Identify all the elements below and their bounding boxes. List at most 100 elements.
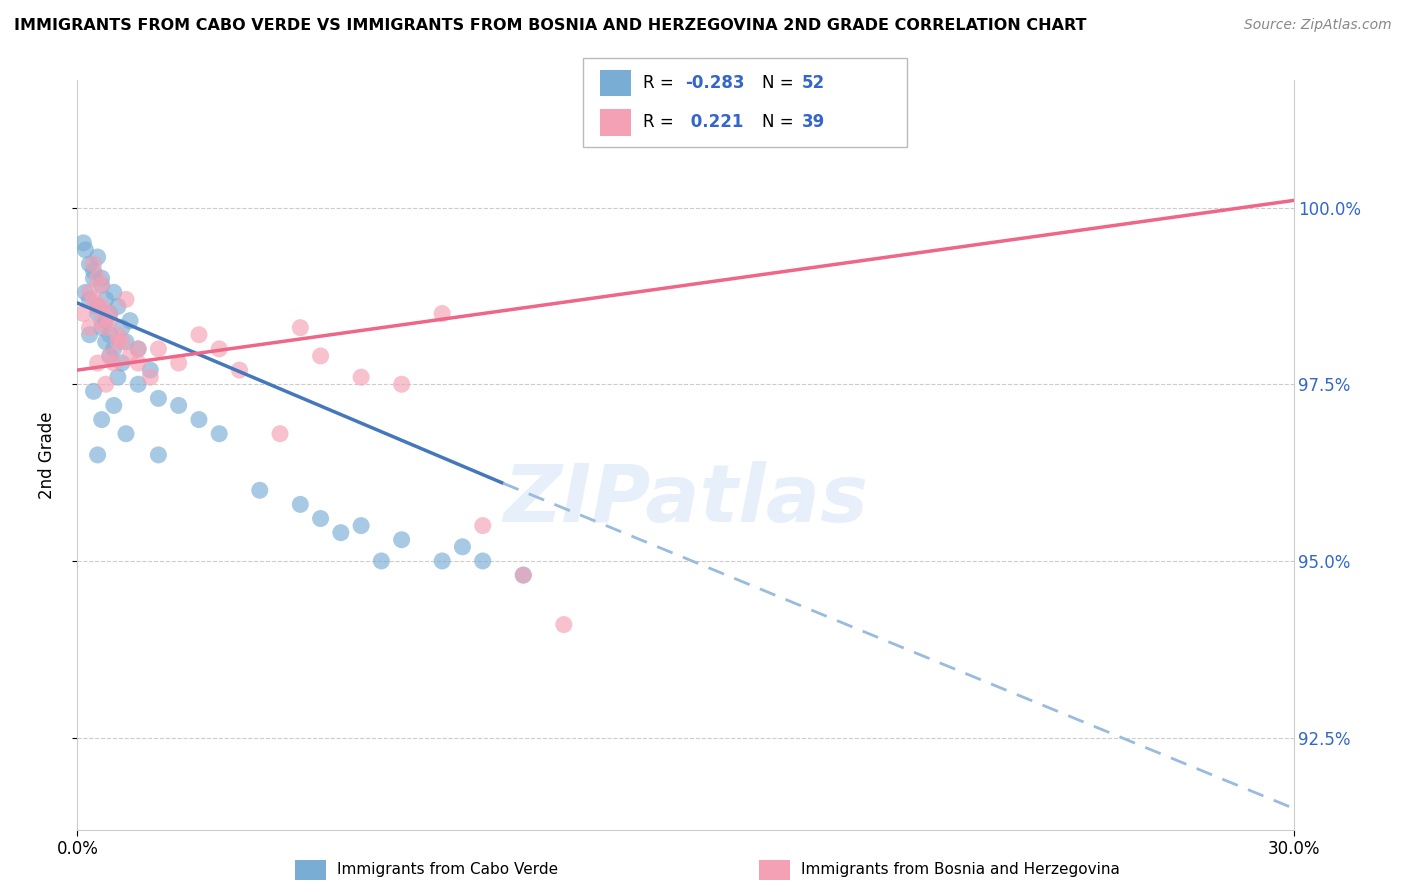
Text: R =: R = (643, 74, 679, 92)
Point (148, 342, 170, 356)
Point (90, 300, 112, 314)
Point (430, 307, 453, 321)
Point (94, 334, 117, 349)
Point (553, 617, 575, 632)
Point (127, 356, 149, 370)
Point (471, 518, 494, 533)
Text: N =: N = (762, 113, 799, 131)
Point (139, 370, 162, 384)
Point (90, 271, 112, 285)
Point (94, 293, 117, 307)
Point (90, 278, 112, 293)
Text: -0.283: -0.283 (685, 74, 744, 92)
Point (94, 313, 117, 327)
Text: Immigrants from Bosnia and Herzegovina: Immigrants from Bosnia and Herzegovina (801, 863, 1121, 877)
Point (391, 533, 413, 547)
Point (98, 349, 121, 363)
Point (139, 363, 162, 377)
Point (94, 320, 117, 334)
Point (188, 327, 211, 342)
Point (83, 271, 105, 285)
Point (75, 285, 97, 300)
Point (79, 320, 101, 334)
Point (79, 285, 101, 300)
Point (127, 342, 149, 356)
Y-axis label: 2nd Grade: 2nd Grade (38, 411, 56, 499)
Point (127, 342, 149, 356)
Point (208, 426, 231, 441)
Point (79, 327, 101, 342)
Point (118, 313, 141, 327)
Point (94, 377, 117, 392)
Point (208, 342, 231, 356)
Point (228, 363, 250, 377)
Text: Immigrants from Cabo Verde: Immigrants from Cabo Verde (337, 863, 558, 877)
Point (90, 412, 112, 426)
Point (167, 356, 190, 370)
Point (115, 293, 138, 307)
Point (512, 568, 534, 582)
Text: N =: N = (762, 74, 799, 92)
Text: ZIPatlas: ZIPatlas (503, 461, 868, 539)
Text: 52: 52 (801, 74, 824, 92)
Point (269, 426, 291, 441)
Point (98, 307, 121, 321)
Point (148, 392, 170, 406)
Point (391, 377, 413, 392)
Point (98, 327, 121, 342)
Point (103, 342, 125, 356)
Point (90, 313, 112, 327)
Point (430, 554, 453, 568)
Point (98, 313, 121, 327)
Point (249, 483, 271, 498)
Text: Source: ZipAtlas.com: Source: ZipAtlas.com (1244, 18, 1392, 32)
Point (309, 349, 332, 363)
Point (290, 320, 312, 334)
Point (86, 300, 108, 314)
Point (111, 334, 134, 349)
Point (118, 349, 141, 363)
Point (86, 448, 108, 462)
Point (83, 293, 105, 307)
Text: R =: R = (643, 113, 679, 131)
Point (167, 399, 190, 413)
Point (127, 377, 149, 392)
Point (107, 300, 129, 314)
Point (103, 356, 125, 370)
Point (86, 271, 108, 285)
Point (512, 568, 534, 582)
Point (72, 307, 94, 321)
Point (72, 235, 94, 250)
Point (471, 554, 494, 568)
Point (98, 307, 121, 321)
Point (86, 356, 108, 370)
Point (350, 518, 373, 533)
Point (83, 384, 105, 399)
Point (90, 320, 112, 334)
Point (329, 525, 352, 540)
Point (309, 511, 332, 525)
Point (370, 554, 392, 568)
Text: 39: 39 (801, 113, 825, 131)
Point (350, 370, 373, 384)
Point (75, 243, 97, 257)
Point (188, 412, 211, 426)
Point (103, 285, 125, 300)
Point (107, 370, 129, 384)
Point (115, 334, 138, 349)
Point (79, 257, 101, 271)
Point (79, 293, 101, 307)
Point (86, 307, 108, 321)
Point (107, 327, 129, 342)
Point (86, 300, 108, 314)
Point (111, 320, 134, 334)
Point (111, 356, 134, 370)
Point (98, 349, 121, 363)
Point (83, 264, 105, 278)
Point (86, 250, 108, 264)
Point (107, 334, 129, 349)
Point (451, 540, 474, 554)
Point (83, 257, 105, 271)
Point (90, 278, 112, 293)
Point (148, 448, 170, 462)
